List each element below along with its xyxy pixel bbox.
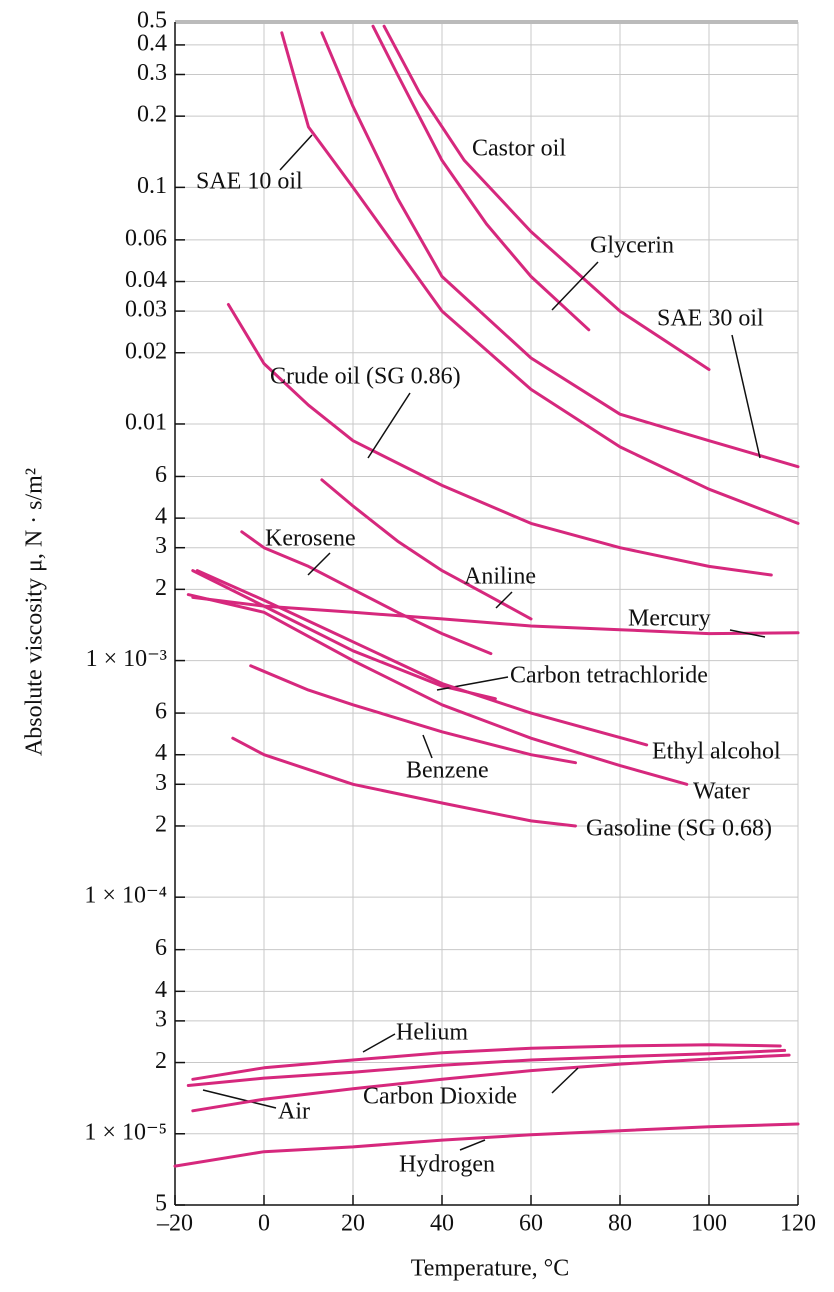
y-tick-label: 2	[155, 811, 167, 837]
y-tick-label: 0.01	[125, 409, 167, 435]
x-tick-label: –20	[156, 1211, 193, 1237]
x-tick-label: 60	[519, 1211, 543, 1237]
y-tick-label: 4	[155, 504, 167, 530]
curve-label: Benzene	[406, 758, 489, 784]
curve-label: Carbon tetrachloride	[510, 663, 708, 689]
curve	[191, 1043, 782, 1081]
y-tick-label: 3	[155, 770, 167, 796]
y-tick-label: 5	[155, 1191, 167, 1217]
curve	[249, 664, 577, 765]
y-tick-label: 2	[155, 1048, 167, 1074]
leader-line	[495, 591, 513, 609]
y-tick-label: 1 × 10⁻⁵	[84, 1119, 167, 1145]
x-tick-label: 100	[691, 1211, 727, 1237]
curve-label: Hydrogen	[399, 1152, 495, 1178]
y-tick-label: 0.02	[125, 338, 167, 364]
x-tick-label: 80	[608, 1211, 632, 1237]
leader-line	[551, 261, 599, 311]
curve-label: Aniline	[464, 564, 536, 590]
y-tick-label: 0.4	[137, 30, 167, 56]
y-tick-label: 3	[155, 533, 167, 559]
curve	[226, 303, 773, 577]
x-tick-label: 40	[430, 1211, 454, 1237]
y-tick-label: 1 × 10⁻³	[86, 646, 167, 672]
leader-line	[551, 1067, 579, 1094]
curve	[240, 530, 493, 656]
curve	[320, 31, 800, 469]
curve-label: SAE 30 oil	[657, 306, 764, 332]
leader-line	[731, 334, 761, 459]
y-tick-label: 1 × 10⁻⁴	[84, 883, 167, 909]
curve-label: Glycerin	[590, 233, 674, 259]
y-tick-label: 0.2	[137, 102, 167, 128]
y-tick-label: 0.3	[137, 60, 167, 86]
y-tick-label: 4	[155, 977, 167, 1003]
leader-line	[367, 392, 411, 459]
curve-label: Castor oil	[472, 136, 566, 162]
curve-label: Carbon Dioxide	[363, 1084, 517, 1110]
y-tick-label: 0.5	[137, 8, 167, 34]
y-tick-label: 4	[155, 740, 167, 766]
curve-label: Air	[278, 1099, 310, 1125]
x-tick-label: 20	[341, 1211, 365, 1237]
curve	[186, 593, 689, 786]
leader-line	[362, 1033, 396, 1053]
curve-label: Water	[693, 779, 750, 805]
curve-label: Ethyl alcohol	[652, 739, 781, 765]
y-tick-label: 6	[155, 699, 167, 725]
leader-line	[459, 1139, 486, 1151]
curve	[320, 478, 533, 621]
curve-label: Helium	[396, 1020, 468, 1046]
curve-label: Crude oil (SG 0.86)	[270, 364, 461, 390]
leader-line	[729, 629, 766, 638]
curve	[382, 24, 711, 371]
curve	[231, 736, 577, 828]
y-tick-label: 2	[155, 575, 167, 601]
curve	[195, 569, 649, 747]
leader-line	[202, 1089, 277, 1109]
curve-label: Kerosene	[265, 526, 356, 552]
curve-label: Gasoline (SG 0.68)	[586, 816, 772, 842]
y-tick-label: 0.04	[125, 267, 167, 293]
y-tick-label: 0.1	[137, 173, 167, 199]
curve-label: SAE 10 oil	[196, 169, 303, 195]
y-tick-label: 0.06	[125, 225, 167, 251]
curve	[191, 1053, 791, 1113]
curve	[371, 24, 591, 332]
y-tick-label: 6	[155, 462, 167, 488]
y-axis-label: Absolute viscosity μ, N · s/m²	[22, 468, 48, 756]
x-axis-label: Temperature, °C	[411, 1256, 570, 1282]
y-tick-label: 3	[155, 1006, 167, 1032]
curve	[280, 31, 800, 525]
leader-line	[422, 734, 433, 759]
leader-line	[436, 676, 509, 691]
x-tick-label: 120	[780, 1211, 816, 1237]
curve	[173, 1122, 800, 1168]
curve-label: Mercury	[628, 606, 711, 632]
x-tick-label: 0	[258, 1211, 270, 1237]
leader-line	[279, 134, 313, 171]
y-tick-label: 6	[155, 935, 167, 961]
y-tick-label: 0.03	[125, 297, 167, 323]
curve	[186, 1048, 787, 1087]
leader-line	[307, 552, 331, 576]
